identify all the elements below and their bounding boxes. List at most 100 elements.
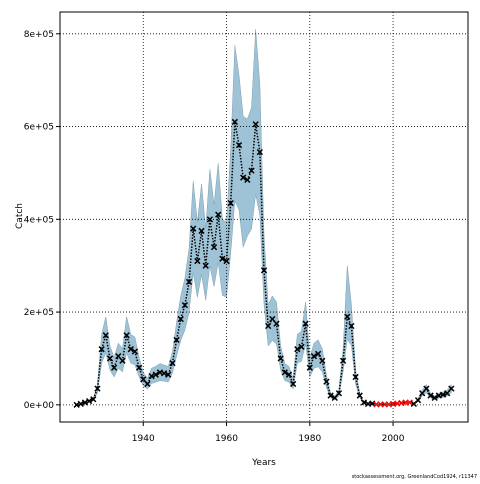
observed-marker [352, 373, 359, 381]
cross-stroke [344, 313, 351, 320]
cross-stroke [439, 391, 447, 398]
observed-marker [206, 216, 214, 223]
cross-stroke [273, 320, 280, 327]
observed-marker [339, 357, 347, 364]
cross-stroke [444, 390, 451, 397]
observed-marker [173, 336, 180, 344]
observed-marker [348, 322, 355, 330]
observed-marker [77, 400, 84, 408]
cross-stroke [319, 357, 326, 364]
cross-stroke [364, 400, 372, 408]
observed-marker [90, 396, 97, 403]
observed-marker [277, 355, 284, 362]
cross-stroke [90, 396, 97, 403]
observed-marker [127, 346, 134, 353]
observed-marker [335, 390, 343, 397]
observed-marker [327, 392, 334, 399]
cross-stroke [173, 336, 180, 344]
observed-marker [331, 394, 338, 402]
cross-stroke [190, 225, 197, 232]
cross-stroke [119, 357, 126, 364]
observed-marker [81, 399, 89, 406]
cross-stroke [389, 400, 397, 408]
y-tick-label: 8e+05 [24, 30, 54, 40]
observed-marker [444, 390, 451, 397]
cross-stroke [123, 332, 130, 339]
observed-marker [244, 176, 251, 184]
observed-marker [198, 227, 205, 235]
cross-stroke [248, 167, 255, 174]
cross-stroke [165, 371, 172, 378]
cross-stroke [398, 399, 405, 407]
cross-stroke [223, 257, 230, 265]
cross-stroke [431, 394, 438, 402]
cross-stroke [98, 346, 105, 353]
cross-stroke [86, 397, 93, 405]
cross-stroke [240, 174, 247, 181]
observed-marker [140, 376, 147, 383]
cross-stroke [169, 359, 176, 367]
cross-stroke [210, 244, 218, 251]
cross-stroke [435, 392, 442, 399]
x-tick-label: 1940 [132, 434, 155, 444]
observed-marker [231, 118, 238, 126]
observed-marker [86, 397, 93, 405]
cross-stroke [127, 346, 134, 353]
cross-stroke [352, 373, 359, 381]
observed-marker [165, 371, 172, 378]
observed-marker [423, 385, 430, 392]
y-tick-label: 6e+05 [24, 123, 54, 133]
observed-marker [419, 390, 426, 397]
x-axis-label: Years [251, 458, 276, 468]
observed-marker [265, 322, 272, 330]
x-tick-label: 2000 [382, 434, 405, 444]
observed-marker [360, 399, 368, 406]
observed-marker [181, 301, 189, 309]
cross-stroke [314, 350, 322, 357]
observed-marker [260, 267, 268, 274]
observed-marker [431, 394, 438, 402]
cross-stroke [414, 397, 422, 404]
cross-stroke [331, 394, 338, 402]
observed-marker [160, 370, 168, 377]
observed-marker [314, 350, 322, 357]
observed-marker [190, 225, 197, 232]
cross-stroke [206, 216, 214, 223]
cross-stroke [252, 121, 259, 128]
observed-marker [115, 353, 122, 360]
cross-stroke [194, 257, 201, 265]
cross-stroke [244, 176, 251, 184]
observed-marker [131, 348, 139, 355]
y-tick-label: 0e+00 [24, 401, 55, 411]
cross-stroke [131, 348, 139, 355]
cross-stroke [110, 364, 118, 371]
cross-stroke [323, 378, 330, 385]
cross-stroke [423, 385, 430, 392]
cross-stroke [185, 278, 193, 286]
cross-stroke [135, 364, 143, 371]
observed-marker [310, 353, 318, 360]
observed-marker [227, 199, 234, 207]
cross-stroke [181, 301, 189, 309]
cross-stroke [419, 390, 426, 397]
cross-stroke [348, 322, 355, 330]
cross-stroke [310, 353, 318, 360]
cross-stroke [269, 315, 276, 323]
observed-marker [185, 278, 193, 286]
observed-marker [240, 174, 247, 181]
observed-marker [144, 380, 151, 388]
observed-marker [256, 148, 263, 156]
cross-stroke [202, 262, 209, 269]
observed-marker [306, 364, 313, 371]
cross-stroke [152, 371, 159, 378]
observed-marker [119, 357, 126, 364]
observed-marker [219, 255, 226, 262]
cross-stroke [339, 357, 347, 364]
footnote: stockassessment.org, GreenlandCod1924, r… [352, 474, 477, 480]
observed-marker [294, 346, 301, 353]
cross-stroke [177, 315, 184, 323]
observed-marker [344, 313, 351, 320]
cross-stroke [298, 343, 305, 350]
cross-stroke [327, 392, 334, 399]
cross-stroke [198, 227, 205, 235]
